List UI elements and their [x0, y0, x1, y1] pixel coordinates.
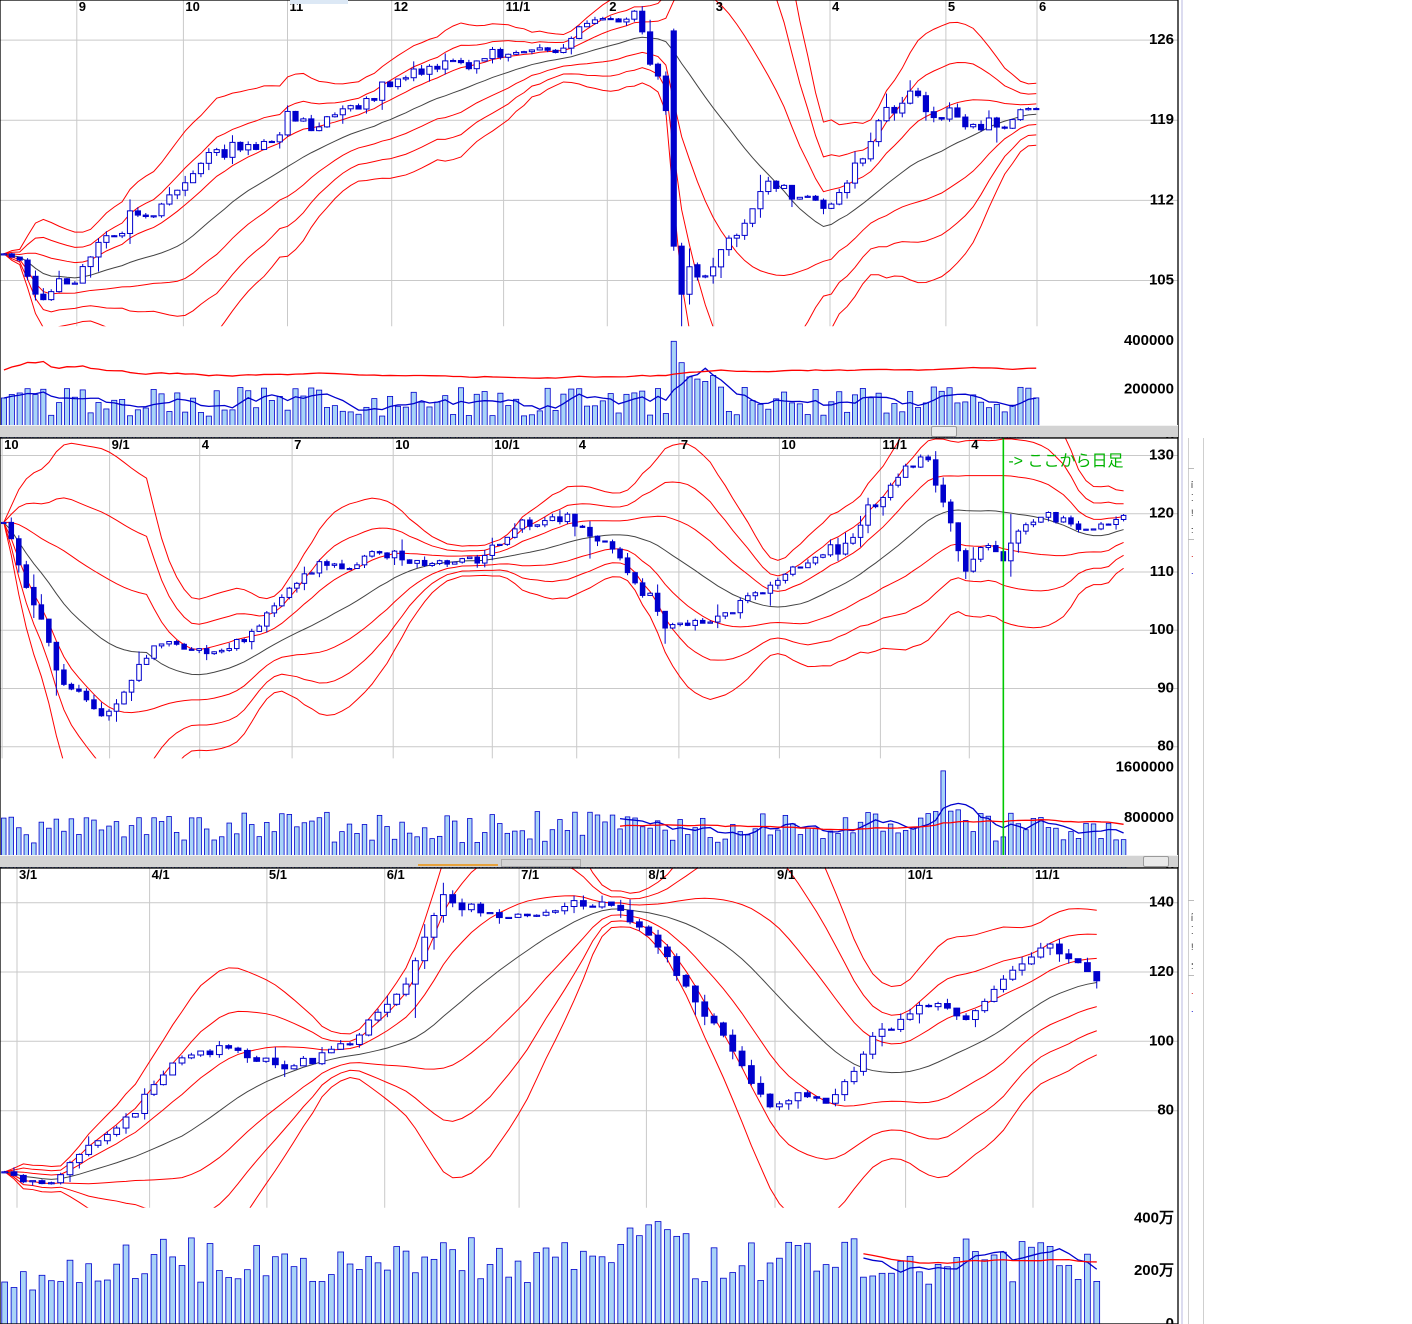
svg-text:4: 4	[202, 437, 210, 452]
svg-text:10/1: 10/1	[908, 867, 933, 882]
svg-text:2: 2	[609, 0, 616, 14]
svg-text:7: 7	[681, 437, 688, 452]
svg-text:7: 7	[294, 437, 301, 452]
svg-text:4: 4	[832, 0, 840, 14]
svg-text:4: 4	[971, 437, 979, 452]
svg-text:800000: 800000	[1124, 809, 1174, 826]
svg-text:11/1: 11/1	[1035, 867, 1060, 882]
svg-text:80: 80	[1157, 738, 1174, 755]
svg-text:100: 100	[1149, 1032, 1174, 1049]
svg-text:90: 90	[1157, 680, 1174, 697]
svg-text:11/1: 11/1	[882, 437, 907, 452]
svg-text:126: 126	[1149, 31, 1174, 48]
svg-text:400000: 400000	[1124, 332, 1174, 349]
svg-text:130: 130	[1149, 447, 1174, 464]
svg-text:6: 6	[1039, 0, 1046, 14]
svg-text:10: 10	[395, 437, 409, 452]
svg-text:112: 112	[1150, 191, 1174, 208]
svg-text:200万: 200万	[1134, 1262, 1174, 1279]
svg-text:8/1: 8/1	[648, 867, 666, 882]
svg-text:5/1: 5/1	[269, 867, 287, 882]
svg-text:120: 120	[1149, 963, 1174, 980]
svg-text:9/1: 9/1	[777, 867, 795, 882]
svg-text:9/1: 9/1	[112, 437, 130, 452]
svg-text:200000: 200000	[1124, 380, 1174, 397]
svg-text:110: 110	[1150, 563, 1174, 580]
svg-text:100: 100	[1149, 621, 1174, 638]
svg-text:1600000: 1600000	[1116, 759, 1174, 776]
svg-text:11/1: 11/1	[506, 0, 531, 14]
svg-text:10: 10	[4, 437, 18, 452]
svg-text:80: 80	[1157, 1102, 1174, 1119]
svg-text:6/1: 6/1	[387, 867, 405, 882]
svg-text:9: 9	[79, 0, 86, 14]
svg-text:12: 12	[394, 0, 408, 14]
svg-text:10: 10	[185, 0, 199, 14]
svg-text:3/1: 3/1	[19, 867, 37, 882]
svg-text:120: 120	[1149, 505, 1174, 522]
svg-text:105: 105	[1149, 272, 1174, 289]
svg-text:5: 5	[948, 0, 955, 14]
svg-text:-> ここから日足: -> ここから日足	[1008, 453, 1123, 470]
svg-text:119: 119	[1150, 111, 1174, 128]
svg-text:400万: 400万	[1134, 1209, 1174, 1226]
svg-text:4: 4	[579, 437, 587, 452]
svg-text:7/1: 7/1	[521, 867, 539, 882]
svg-text:3: 3	[716, 0, 723, 14]
svg-text:10/1: 10/1	[494, 437, 519, 452]
svg-text:10: 10	[781, 437, 795, 452]
svg-text:4/1: 4/1	[152, 867, 170, 882]
svg-text:0: 0	[1166, 1315, 1174, 1324]
svg-text:140: 140	[1149, 894, 1174, 911]
